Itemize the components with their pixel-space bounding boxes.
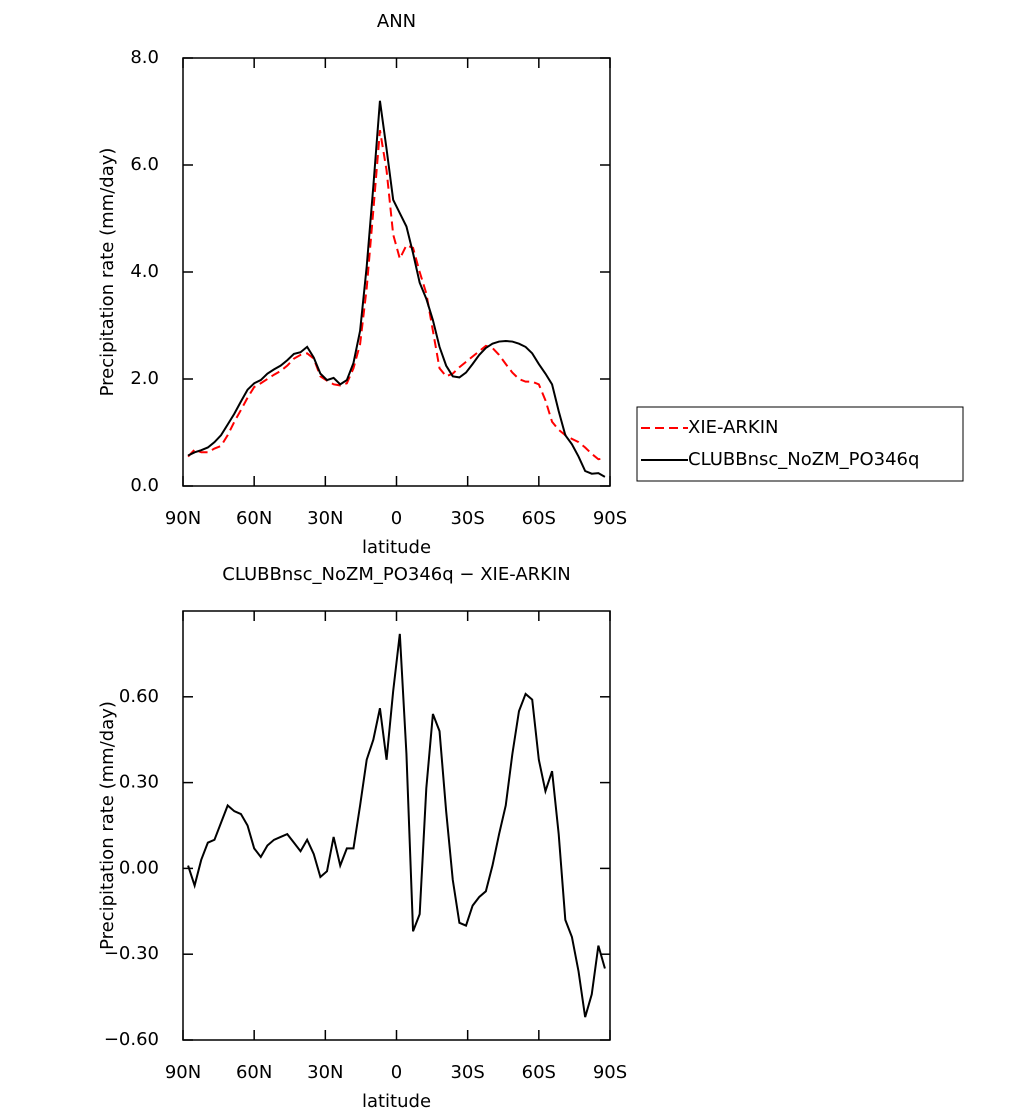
x-tick-label: 60N	[236, 1062, 272, 1083]
x-axis-label: latitude	[362, 537, 431, 558]
x-tick-label: 30S	[450, 1062, 484, 1083]
data-line	[187, 100, 606, 478]
y-axis-label: Precipitation rate (mm/day)	[97, 701, 118, 950]
y-tick-label: 6.0	[130, 154, 159, 175]
x-tick-label: 90N	[165, 508, 201, 529]
x-tick-label: 60N	[236, 508, 272, 529]
y-tick-label: −0.60	[104, 1029, 159, 1050]
legend-box	[636, 406, 964, 482]
y-tick-label: 0.0	[130, 475, 159, 496]
data-line	[187, 130, 606, 461]
plot-frame	[182, 610, 611, 1041]
x-tick-label: 60S	[522, 508, 556, 529]
chart-title: ANN	[377, 11, 416, 32]
x-tick-label: 60S	[522, 1062, 556, 1083]
y-tick-label: 8.0	[130, 47, 159, 68]
y-tick-label: 0.30	[119, 772, 159, 793]
plot-frame	[182, 57, 611, 487]
data-line	[187, 633, 606, 1018]
x-tick-label: 30N	[307, 1062, 343, 1083]
x-tick-label: 30S	[450, 508, 484, 529]
x-tick-label: 0	[391, 508, 402, 529]
y-tick-label: 0.00	[119, 857, 159, 878]
y-axis-label: Precipitation rate (mm/day)	[97, 148, 118, 397]
x-tick-label: 90N	[165, 1062, 201, 1083]
x-tick-label: 0	[391, 1062, 402, 1083]
y-tick-label: 2.0	[130, 368, 159, 389]
legend-label: XIE-ARKIN	[688, 417, 779, 438]
legend-label: CLUBBnsc_NoZM_PO346q	[688, 449, 919, 470]
x-tick-label: 90S	[593, 1062, 627, 1083]
x-tick-label: 90S	[593, 508, 627, 529]
x-tick-label: 30N	[307, 508, 343, 529]
chart-title: CLUBBnsc_NoZM_PO346q − XIE-ARKIN	[222, 564, 570, 585]
y-tick-label: 4.0	[130, 261, 159, 282]
y-tick-label: −0.30	[104, 943, 159, 964]
y-tick-label: 0.60	[119, 686, 159, 707]
x-axis-label: latitude	[362, 1091, 431, 1112]
